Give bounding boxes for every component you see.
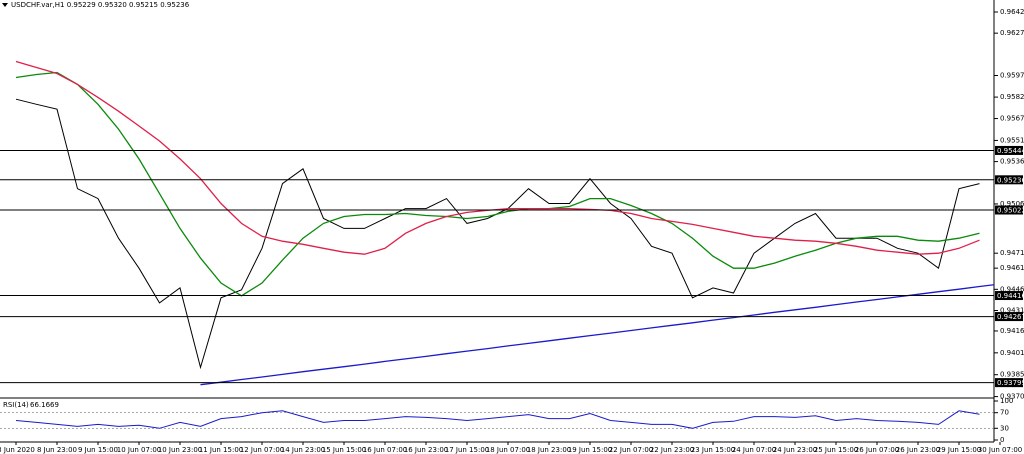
- x-tick-label: 22 Jun 23:00: [650, 446, 694, 454]
- x-tick-label: 26 Jun 07:00: [855, 446, 899, 454]
- y-tick-label: 30: [1000, 424, 1009, 432]
- y-tick-label: 0: [1000, 436, 1004, 444]
- level-box: [995, 145, 1023, 155]
- x-tick-label: 16 Jun 07:00: [363, 446, 407, 454]
- level-label: 0.95444: [997, 147, 1024, 155]
- y-tick-label: 70: [1000, 409, 1009, 417]
- series-line: [15, 71, 980, 297]
- level-label: 0.93799: [997, 379, 1024, 387]
- x-tick-label: 8 Jun 2020: [0, 446, 35, 454]
- y-tick-label: 0.94165: [1000, 327, 1024, 335]
- plot-area: [15, 60, 994, 386]
- y-tick-label: 0.95822: [1000, 93, 1024, 101]
- y-tick-label: 0.94716: [1000, 249, 1024, 257]
- y-tick-label: 0.96425: [1000, 8, 1024, 16]
- x-tick-label: 22 Jun 07:00: [609, 446, 653, 454]
- level-label: 0.95236: [997, 176, 1024, 184]
- x-tick-label: 25 Jun 15:00: [814, 446, 858, 454]
- x-tick-label: 24 Jun 23:00: [773, 446, 817, 454]
- indicator-value: 66.1669: [30, 401, 59, 409]
- x-tick-label: 11 Jun 15:00: [199, 446, 243, 454]
- level-box: [995, 175, 1023, 185]
- x-tick-label: 29 Jun 15:00: [937, 446, 981, 454]
- chart-title: USDCHF.var,H1 0.95229 0.95320 0.95215 0.…: [11, 1, 190, 9]
- level-box: [995, 205, 1023, 215]
- x-tick-label: 26 Jun 23:00: [896, 446, 940, 454]
- series-line: [200, 284, 994, 386]
- x-tick-label: 24 Jun 07:00: [732, 446, 776, 454]
- plot-area: [0, 410, 994, 429]
- x-tick-label: 18 Jun 07:00: [486, 446, 530, 454]
- y-tick-label: 0.95065: [1000, 200, 1024, 208]
- y-tick-label: 100: [1000, 397, 1013, 405]
- series-line: [15, 60, 980, 255]
- y-tick-label: 0.95365: [1000, 158, 1024, 166]
- x-tick-label: 30 Jun 07:00: [978, 446, 1022, 454]
- y-tick-label: 0.95515: [1000, 136, 1024, 144]
- y-tick-label: 0.93855: [1000, 371, 1024, 379]
- level-box: [995, 291, 1023, 301]
- x-tick-label: 23 Jun 15:00: [691, 446, 735, 454]
- menu-icon[interactable]: [2, 3, 8, 7]
- x-tick-label: 9 Jun 15:00: [78, 446, 118, 454]
- x-tick-label: 14 Jun 23:00: [281, 446, 325, 454]
- level-box: [995, 378, 1023, 388]
- level-label: 0.95022: [997, 207, 1024, 215]
- series-line: [15, 410, 980, 429]
- x-tick-label: 10 Jun 23:00: [158, 446, 202, 454]
- y-tick-label: 0.96275: [1000, 29, 1024, 37]
- x-tick-label: 16 Jun 23:00: [404, 446, 448, 454]
- x-tick-label: 10 Jun 07:00: [117, 446, 161, 454]
- level-label: 0.94416: [997, 292, 1024, 300]
- x-tick-label: 17 Jun 15:00: [445, 446, 489, 454]
- x-tick-label: 8 Jun 23:00: [37, 446, 77, 454]
- x-tick-label: 18 Jun 23:00: [527, 446, 571, 454]
- indicator-title: RSI(14): [3, 401, 29, 409]
- level-label: 0.94267: [997, 313, 1024, 321]
- level-box: [995, 312, 1023, 322]
- y-tick-label: 0.95975: [1000, 72, 1024, 80]
- x-tick-label: 15 Jun 15:00: [322, 446, 366, 454]
- x-tick-label: 12 Jun 07:00: [240, 446, 284, 454]
- x-tick-label: 19 Jun 15:00: [568, 446, 612, 454]
